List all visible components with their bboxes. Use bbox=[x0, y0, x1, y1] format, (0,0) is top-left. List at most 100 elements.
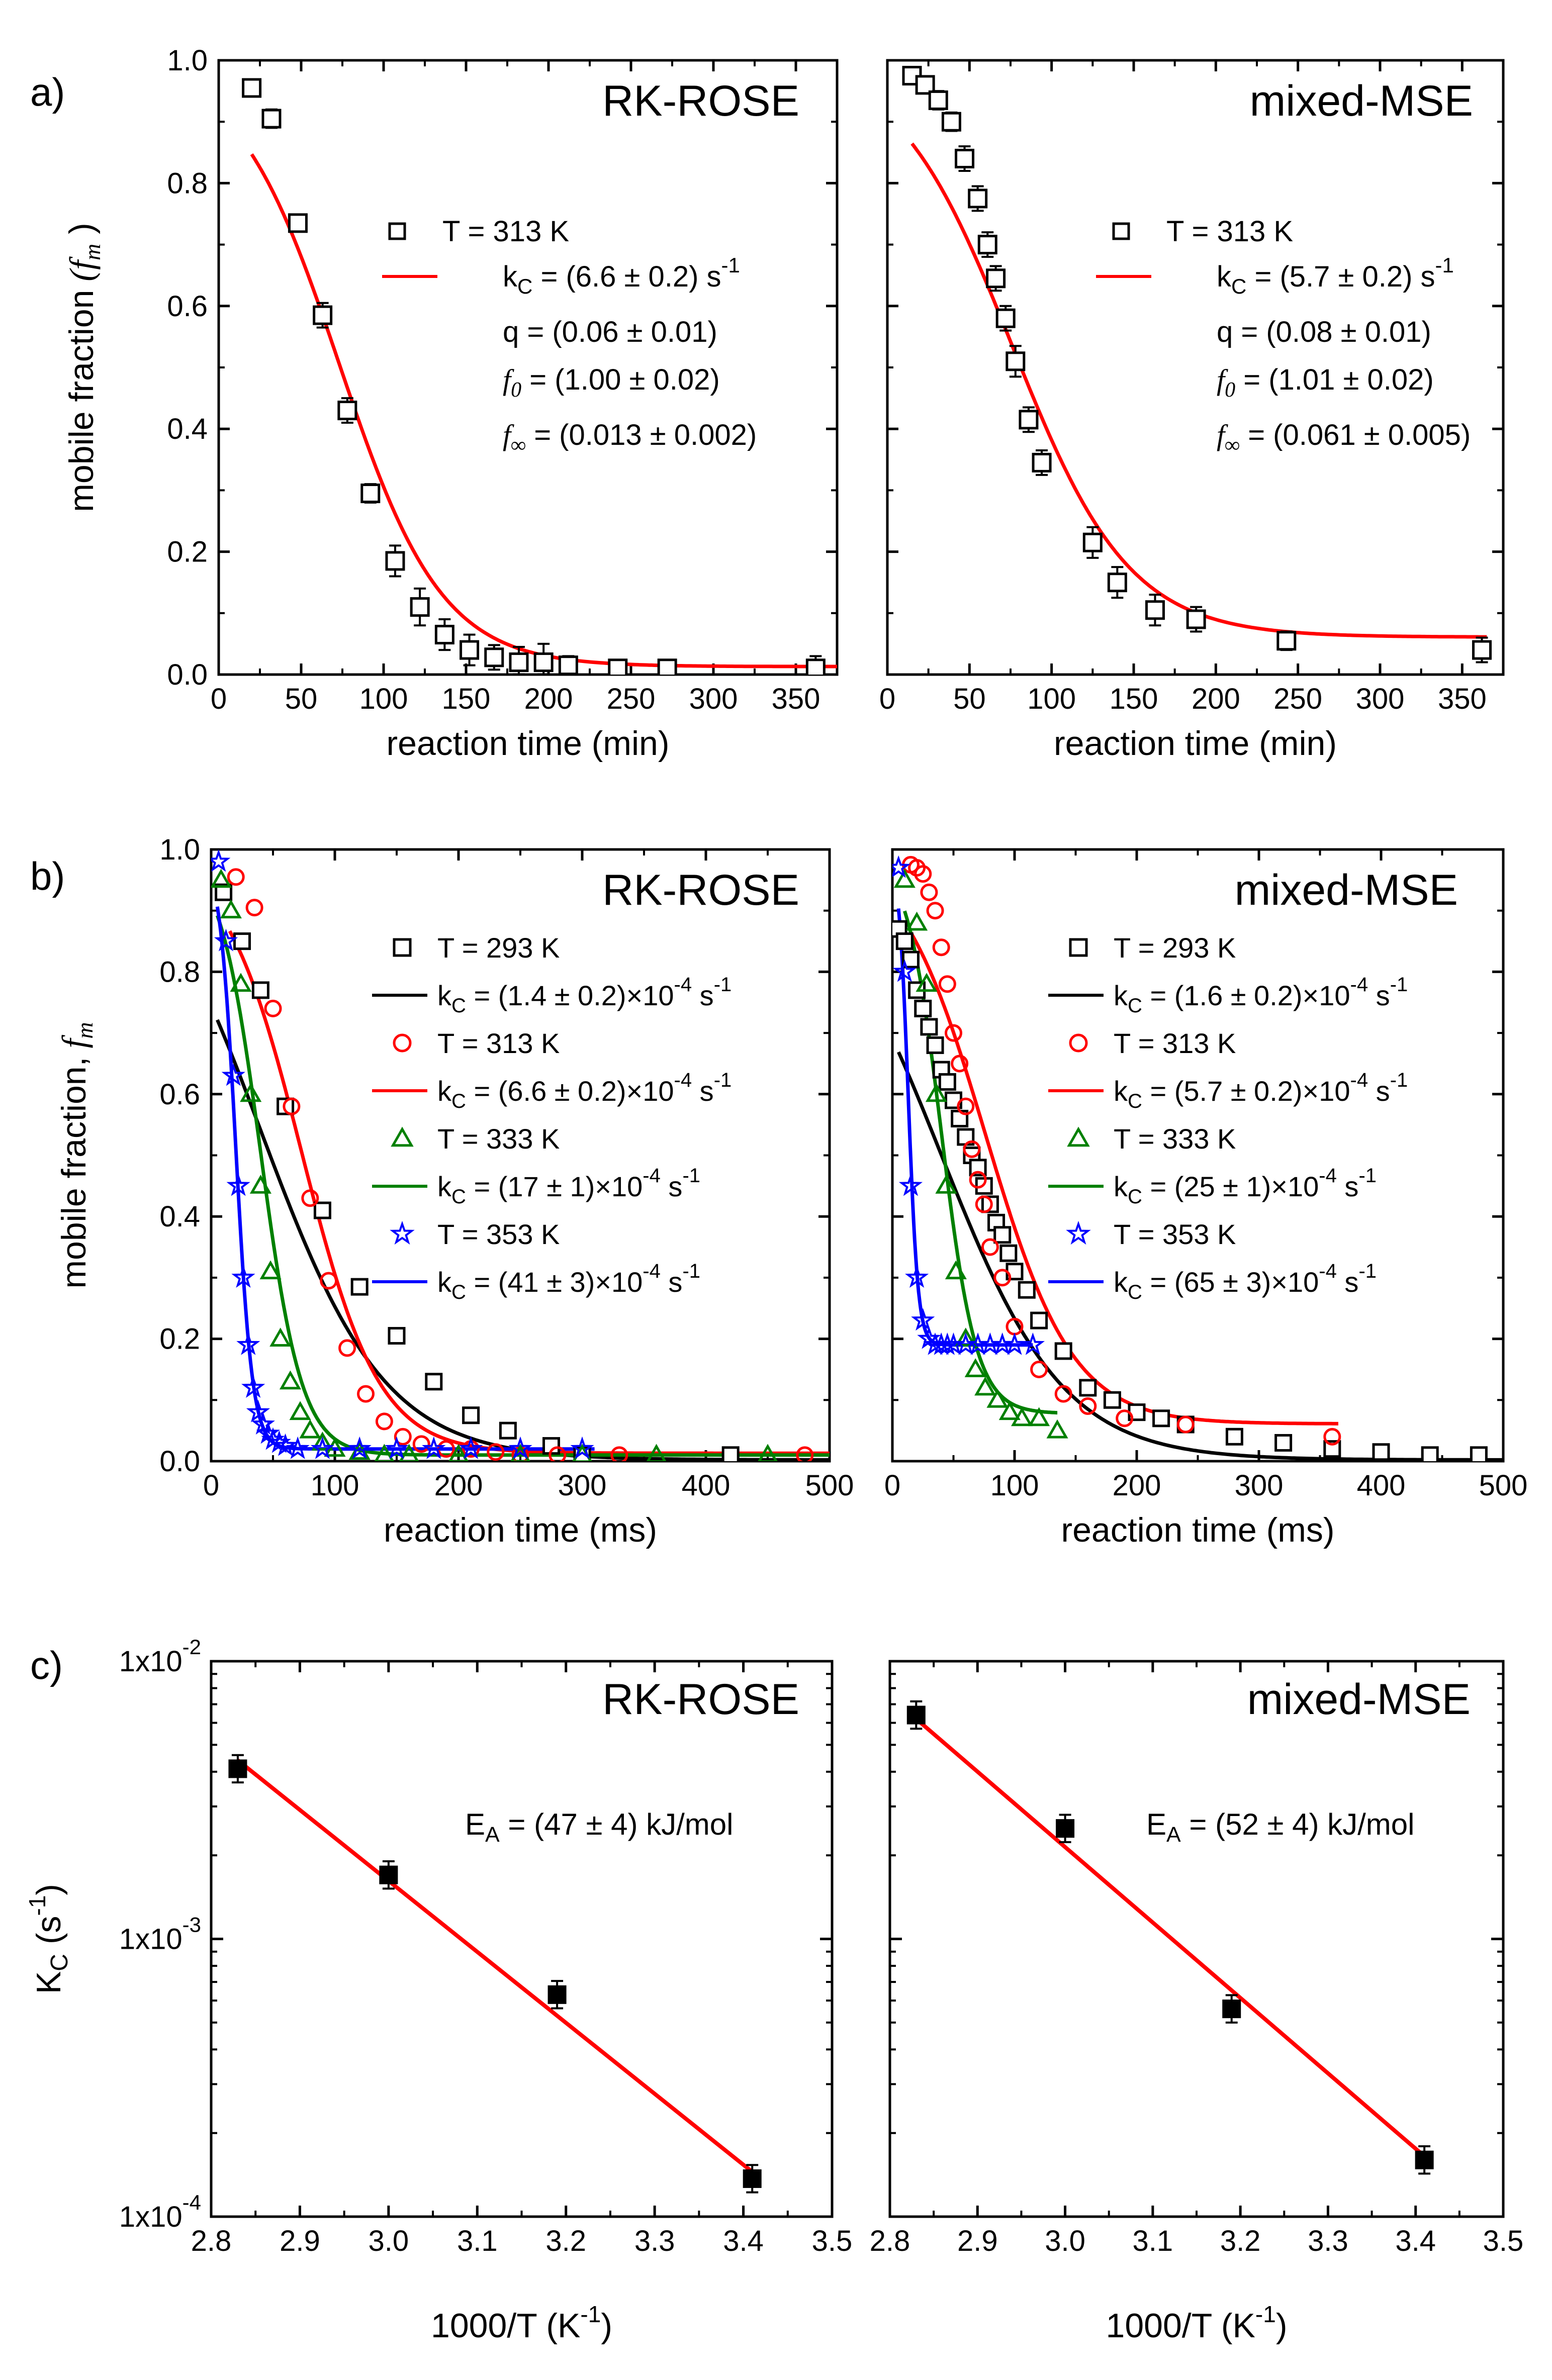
series-c-right bbox=[906, 1700, 1434, 2175]
data-point bbox=[570, 1436, 594, 1459]
data-point bbox=[993, 1226, 1012, 1244]
data-point bbox=[379, 1865, 398, 1884]
y-tick-label: 0.6 bbox=[159, 1078, 200, 1111]
data-point bbox=[916, 973, 938, 992]
y-tick-label: 1x10-2 bbox=[119, 1635, 201, 1678]
y-tick-label: 1.0 bbox=[167, 44, 208, 77]
data-point bbox=[338, 1339, 356, 1357]
y-tick-label: 0.0 bbox=[167, 658, 208, 691]
x-tick-label: 3.4 bbox=[1395, 2225, 1436, 2257]
panel-label: a) bbox=[30, 70, 65, 114]
data-point bbox=[487, 1443, 505, 1461]
labels-b-right: mixed-MSE T = 293 K kC = (1.6 ± 0.2)×10-4 … bbox=[1048, 866, 1458, 1303]
x-tick-label: 50 bbox=[285, 683, 318, 715]
data-point bbox=[347, 1436, 372, 1459]
y-tick-label: 1.0 bbox=[159, 833, 200, 866]
data-point bbox=[310, 1436, 334, 1459]
data-point bbox=[1069, 1033, 1088, 1053]
data-point bbox=[230, 973, 252, 992]
x-tick-label: 3.4 bbox=[723, 2225, 764, 2257]
data-point bbox=[412, 1435, 430, 1453]
fit-line bbox=[236, 1758, 754, 2173]
data-point bbox=[1112, 222, 1130, 240]
data-point bbox=[1186, 609, 1206, 629]
data-point bbox=[385, 551, 405, 571]
data-point bbox=[508, 1436, 532, 1459]
data-point bbox=[301, 1189, 319, 1207]
labels-a-left: a) RK-ROSE T = 313 K kC = (6.6 ± 0.2) s-1 q … bbox=[30, 70, 799, 457]
data-point bbox=[246, 1399, 270, 1422]
data-point bbox=[898, 1173, 923, 1196]
data-point bbox=[313, 1201, 331, 1219]
data-point bbox=[906, 911, 928, 931]
data-point bbox=[1107, 573, 1127, 593]
data-point bbox=[657, 658, 677, 675]
x-tick-label: 0 bbox=[884, 1469, 900, 1502]
annotation: EA = (52 ± 4) kJ/mol bbox=[1146, 1807, 1414, 1847]
x-axis-label: reaction time (min) bbox=[1054, 724, 1337, 763]
data-point bbox=[955, 1327, 977, 1347]
legend-label: T = 333 K bbox=[437, 1123, 560, 1155]
data-point bbox=[1066, 1220, 1091, 1245]
x-tick-label: 3.2 bbox=[1220, 2225, 1261, 2257]
annotation: T = 313 K bbox=[442, 215, 569, 248]
data-point bbox=[892, 855, 910, 878]
data-point bbox=[995, 308, 1016, 328]
axes-c-right: 2.8 2.9 3.0 3.1 3.2 3.3 3.4 3.5 1000/T (K-1) bbox=[870, 1660, 1523, 2345]
x-tick-label: 150 bbox=[1110, 683, 1158, 715]
x-tick-label: 2.8 bbox=[870, 2225, 910, 2257]
data-point bbox=[394, 1427, 412, 1446]
data-point bbox=[393, 938, 412, 957]
y-tick-label: 0.2 bbox=[159, 1323, 200, 1356]
data-point bbox=[214, 928, 238, 951]
chart-title: RK-ROSE bbox=[602, 77, 799, 125]
axes-a-right: 0 50 100 150 200 250 300 350 reaction time (min) bbox=[879, 59, 1505, 763]
legend-label: T = 293 K bbox=[1114, 932, 1236, 964]
data-point bbox=[388, 222, 406, 240]
data-point bbox=[945, 1260, 967, 1280]
legend-label: T = 293 K bbox=[437, 932, 560, 964]
legend-label: kC = (41 ± 3)×10-4 s-1 bbox=[437, 1260, 700, 1303]
data-point bbox=[893, 869, 916, 888]
data-point bbox=[227, 868, 245, 886]
data-point bbox=[935, 1332, 959, 1355]
data-point bbox=[920, 883, 938, 901]
data-point bbox=[1067, 1126, 1090, 1147]
data-point bbox=[1145, 600, 1165, 620]
data-point bbox=[391, 1126, 414, 1147]
plot-frame bbox=[210, 1660, 834, 2218]
data-point bbox=[986, 268, 1006, 289]
data-point bbox=[549, 1446, 567, 1461]
data-point bbox=[1056, 1819, 1075, 1838]
data-point bbox=[1018, 1281, 1036, 1299]
annotation: f∞ = (0.061 ± 0.005) bbox=[1217, 419, 1471, 457]
x-tick-label: 100 bbox=[990, 1469, 1039, 1502]
labels-c-left: c) RK-ROSE EA = (47 ± 4) kJ/mol bbox=[30, 1643, 799, 1847]
x-tick-label: 350 bbox=[772, 683, 820, 715]
data-point bbox=[484, 647, 504, 668]
series-b-left bbox=[211, 849, 830, 1461]
data-point bbox=[993, 1269, 1012, 1287]
data-point bbox=[963, 1140, 981, 1158]
data-point bbox=[399, 1444, 419, 1461]
data-point bbox=[251, 981, 269, 999]
data-point bbox=[1006, 351, 1026, 371]
data-point bbox=[1032, 452, 1052, 472]
y-tick-label: 0.2 bbox=[167, 536, 208, 568]
data-point bbox=[259, 1260, 282, 1280]
data-point bbox=[286, 1436, 310, 1459]
data-point bbox=[892, 959, 917, 982]
data-point bbox=[914, 865, 932, 883]
data-point bbox=[242, 78, 262, 98]
data-point bbox=[646, 1444, 667, 1461]
data-point bbox=[941, 112, 961, 132]
data-point bbox=[558, 655, 578, 675]
data-point bbox=[249, 1175, 271, 1194]
data-point bbox=[999, 1244, 1018, 1262]
plot-frame bbox=[888, 1660, 1505, 2218]
data-point bbox=[998, 1401, 1021, 1420]
y-tick-label: 1x10-3 bbox=[119, 1913, 201, 1956]
data-point bbox=[1116, 1409, 1134, 1427]
fit-curve bbox=[909, 931, 1338, 1425]
